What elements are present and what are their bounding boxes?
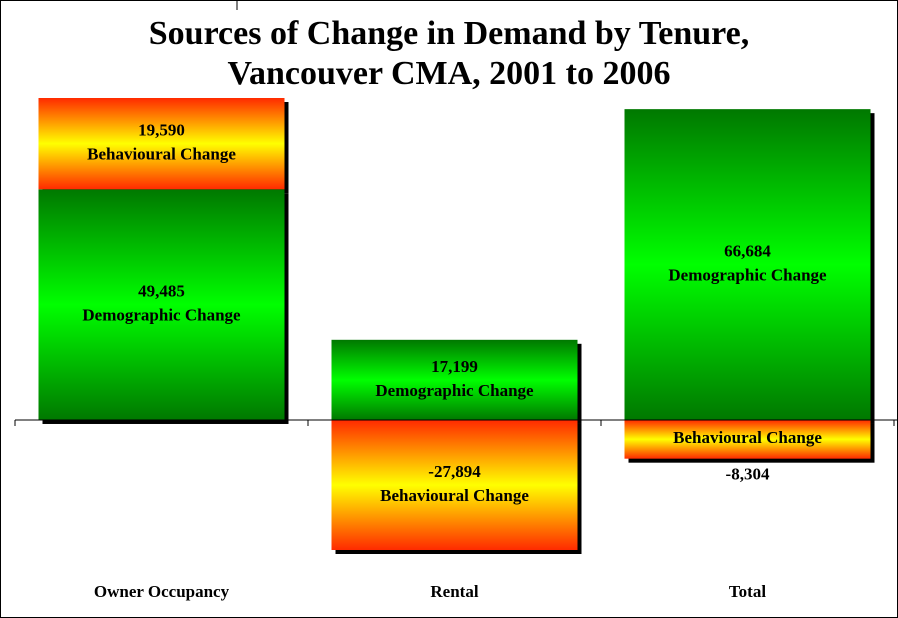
- data-label: 19,590: [138, 121, 185, 140]
- chart-title: Sources of Change in Demand by Tenure,: [149, 15, 749, 52]
- chart-title: Vancouver CMA, 2001 to 2006: [228, 55, 671, 92]
- segment-name: Behavioural Change: [673, 428, 822, 447]
- bar: [624, 419, 871, 459]
- segment-name: Demographic Change: [375, 381, 534, 400]
- x-tick-label: Owner Occupancy: [94, 582, 230, 601]
- bar: [38, 98, 285, 190]
- data-label: -27,894: [428, 462, 481, 481]
- data-label: 49,485: [138, 282, 185, 301]
- x-tick-label: Total: [729, 582, 766, 601]
- data-label: 17,199: [431, 357, 478, 376]
- segment-name: Behavioural Change: [380, 486, 529, 505]
- data-label: 66,684: [724, 241, 771, 260]
- x-tick-label: Rental: [430, 582, 478, 601]
- segment-name: Demographic Change: [82, 306, 241, 325]
- segment-name: Demographic Change: [668, 265, 827, 284]
- bar: [624, 109, 871, 420]
- segment-name: Behavioural Change: [87, 145, 236, 164]
- bar: [38, 189, 285, 420]
- bar: [331, 419, 578, 550]
- data-label: -8,304: [726, 465, 770, 484]
- bar: [331, 339, 578, 420]
